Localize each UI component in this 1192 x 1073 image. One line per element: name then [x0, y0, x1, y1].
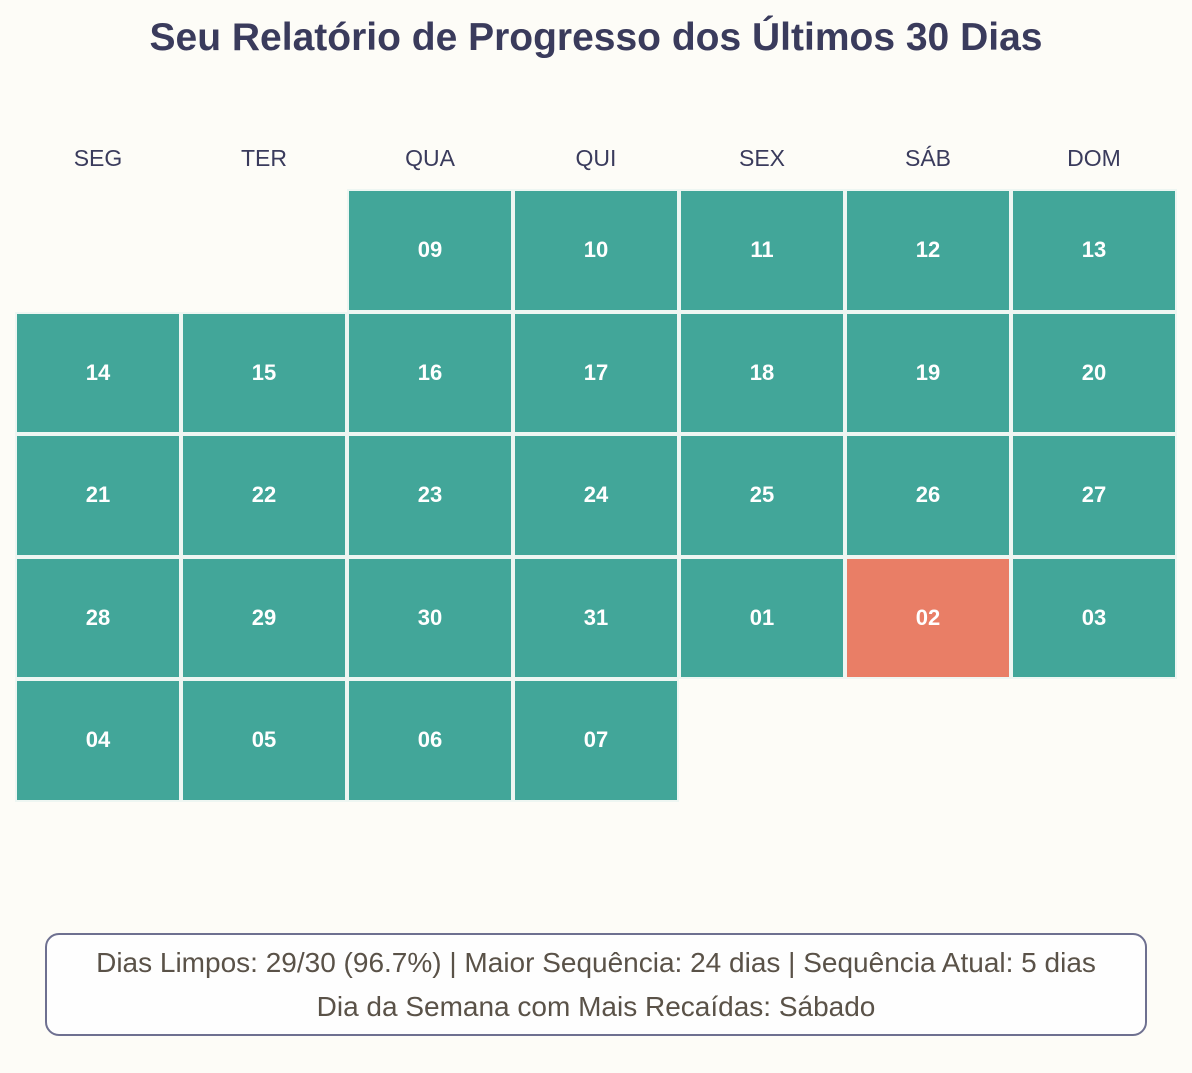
day-cell-29: 29: [181, 556, 347, 679]
summary-box: Dias Limpos: 29/30 (96.7%) | Maior Sequê…: [45, 933, 1147, 1036]
summary-weekday-line: Dia da Semana com Mais Recaídas: Sábado: [316, 990, 876, 1022]
weekday-label-5: SÁB: [904, 145, 952, 171]
day-cell-20: 20: [1011, 311, 1177, 434]
day-cell-15: 15: [181, 311, 347, 434]
weekday-label-6: DOM: [1067, 145, 1121, 171]
day-cell-12: 12: [845, 189, 1011, 312]
day-cell-16: 16: [347, 311, 513, 434]
weekday-label-0: SEG: [73, 145, 123, 171]
day-cell-10: 10: [513, 189, 679, 312]
day-cell-03: 03: [1011, 556, 1177, 679]
day-cell-23: 23: [347, 434, 513, 557]
day-cell-09: 09: [347, 189, 513, 312]
weekday-label-2: QUA: [405, 145, 455, 171]
day-cell-24: 24: [513, 434, 679, 557]
day-cell-13: 13: [1011, 189, 1177, 312]
day-cell-30: 30: [347, 556, 513, 679]
day-cell-21: 21: [15, 434, 181, 557]
day-cell-22: 22: [181, 434, 347, 557]
day-cell-06: 06: [347, 679, 513, 802]
day-cell-11: 11: [679, 189, 845, 312]
day-cell-17: 17: [513, 311, 679, 434]
day-cell-26: 26: [845, 434, 1011, 557]
weekday-label-1: TER: [241, 145, 287, 171]
day-cell-25: 25: [679, 434, 845, 557]
day-cell-04: 04: [15, 679, 181, 802]
chart-title: Seu Relatório de Progresso dos Últimos 3…: [149, 16, 1043, 59]
day-cell-27: 27: [1011, 434, 1177, 557]
day-cell-14: 14: [15, 311, 181, 434]
summary-stats-line: Dias Limpos: 29/30 (96.7%) | Maior Sequê…: [96, 946, 1096, 978]
weekday-label-4: SEX: [738, 145, 786, 171]
day-cell-07: 07: [513, 679, 679, 802]
day-cell-28: 28: [15, 556, 181, 679]
day-cell-31: 31: [513, 556, 679, 679]
day-cell-05: 05: [181, 679, 347, 802]
day-cell-02: 02: [845, 556, 1011, 679]
day-cell-18: 18: [679, 311, 845, 434]
weekday-label-3: QUI: [575, 145, 617, 171]
day-cell-19: 19: [845, 311, 1011, 434]
day-cell-01: 01: [679, 556, 845, 679]
